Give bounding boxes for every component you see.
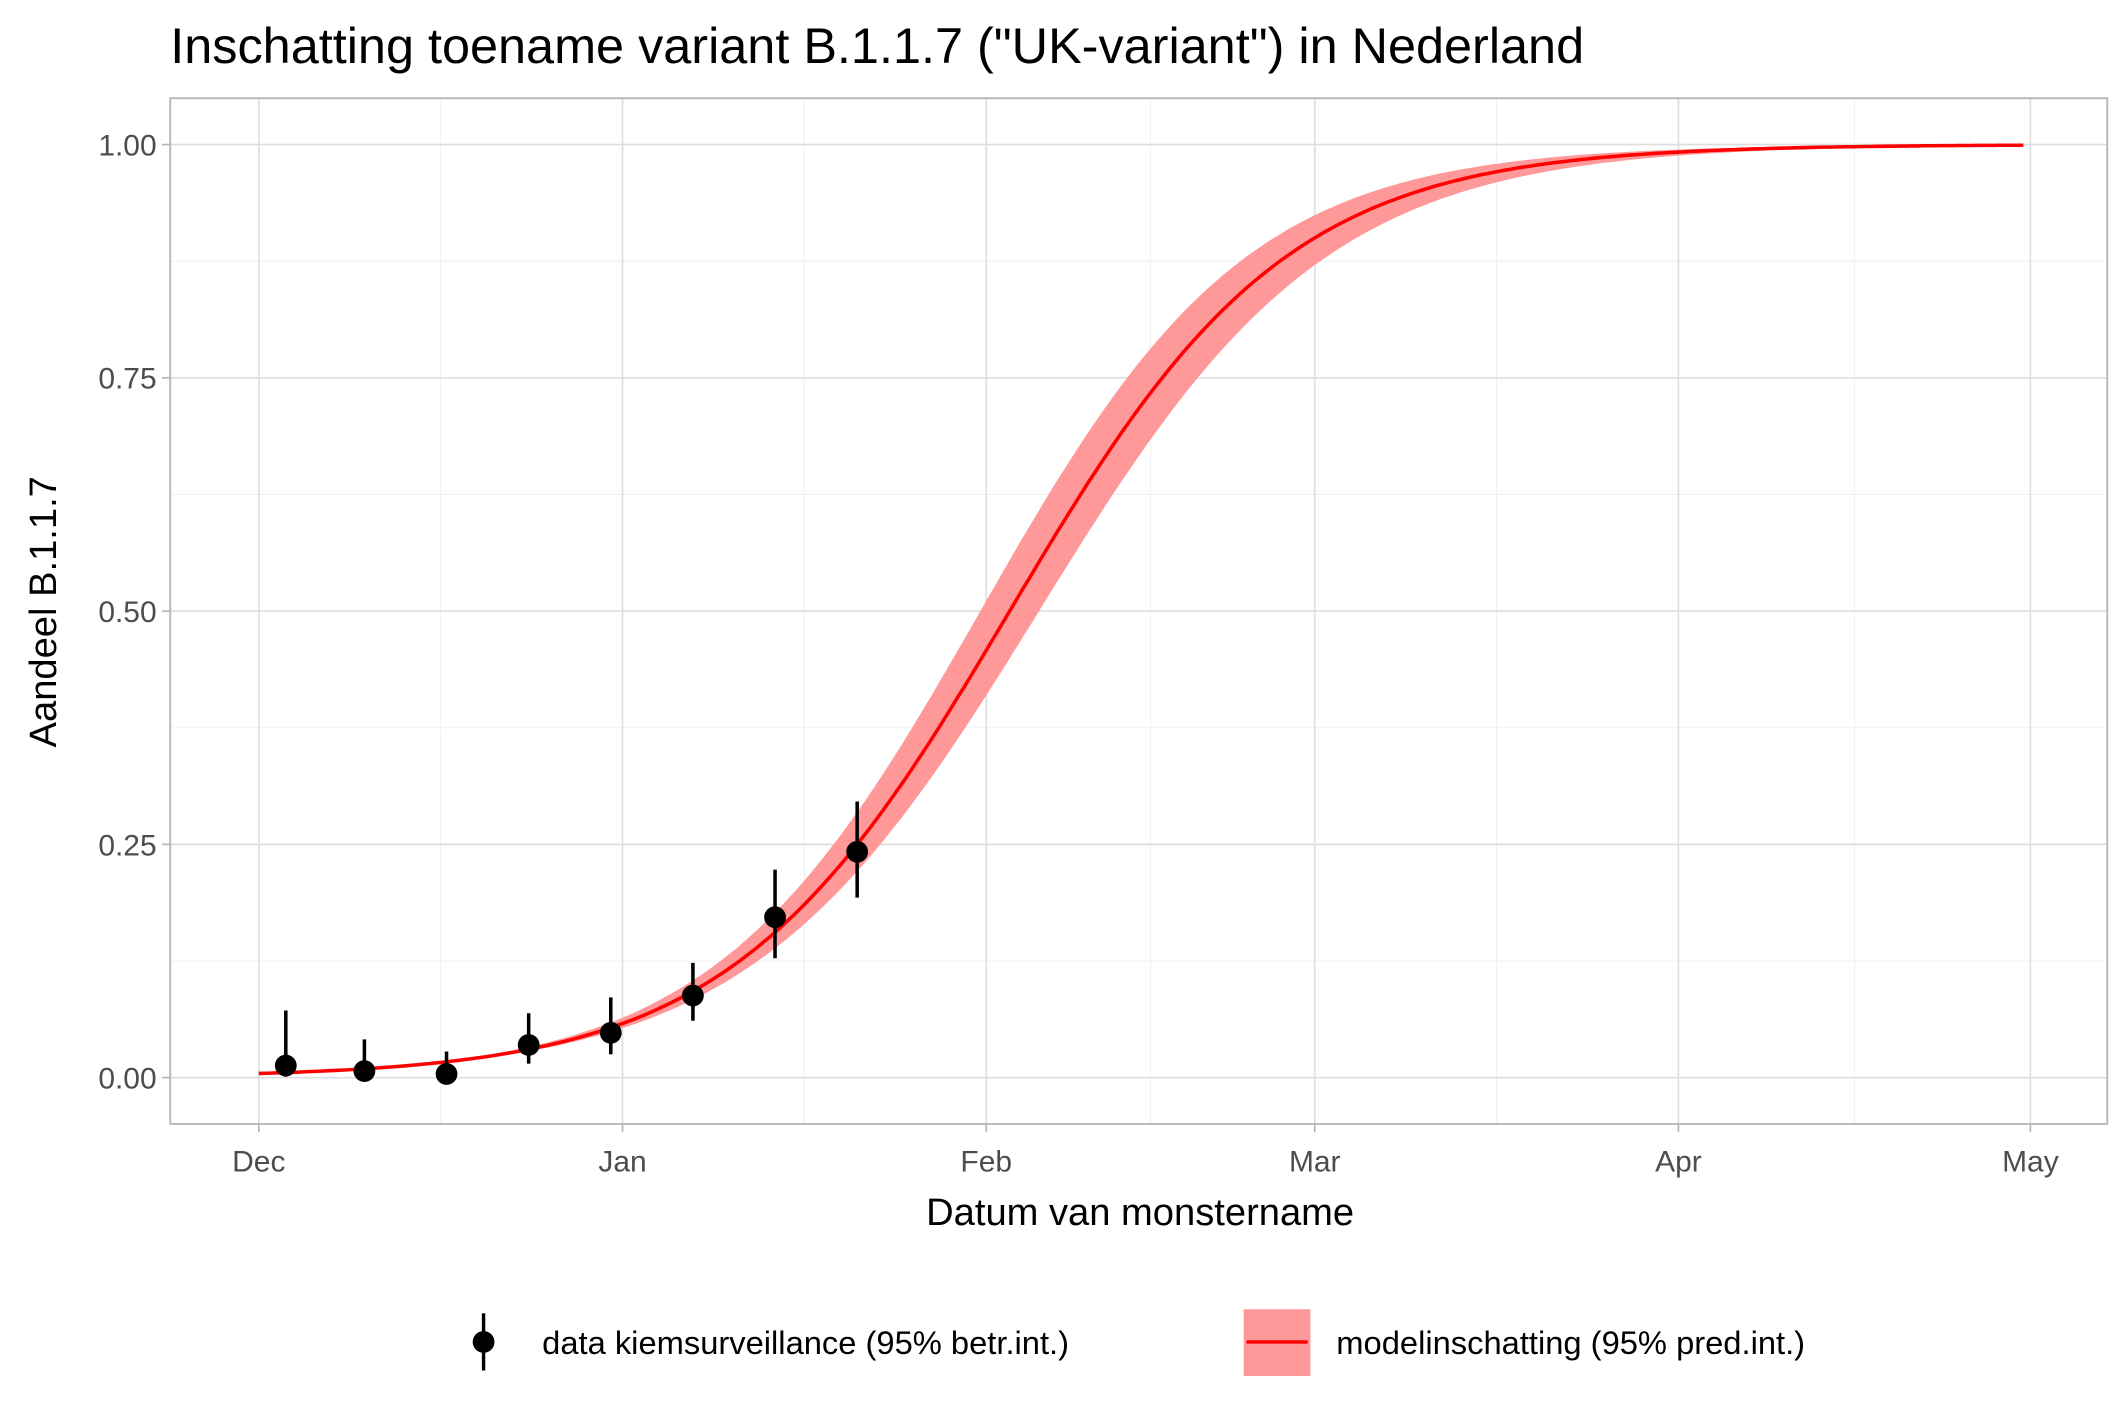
data-point bbox=[599, 1021, 622, 1044]
line-group bbox=[258, 143, 2024, 1076]
x-tick-label: Feb bbox=[960, 1146, 1012, 1179]
legend-label-model: modelinschatting (95% pred.int.) bbox=[1336, 1324, 1805, 1361]
y-axis-title: Aandeel B.1.1.7 bbox=[22, 476, 65, 747]
legend: data kiemsurveillance (95% betr.int.) mo… bbox=[472, 1309, 1805, 1376]
data-point bbox=[274, 1054, 297, 1077]
x-tick-label: Mar bbox=[1289, 1146, 1341, 1179]
x-axis: Dec Jan Feb Mar Apr May bbox=[232, 1123, 2059, 1179]
model-estimate-line bbox=[258, 143, 2024, 1076]
data-point bbox=[435, 1063, 458, 1085]
grid bbox=[170, 98, 2108, 1124]
x-tick-label: Apr bbox=[1655, 1146, 1702, 1179]
x-tick-label: Dec bbox=[232, 1146, 285, 1179]
points-group bbox=[274, 801, 869, 1085]
ribbon-group bbox=[258, 144, 2024, 1074]
y-axis: 0.00 0.25 0.50 0.75 1.00 bbox=[98, 129, 171, 1096]
chart-title: Inschatting toename variant B.1.1.7 ("UK… bbox=[170, 17, 1584, 74]
y-tick-label: 1.00 bbox=[98, 129, 156, 162]
data-point bbox=[517, 1034, 540, 1056]
x-tick-label: May bbox=[2002, 1146, 2059, 1179]
x-axis-title: Datum van monstername bbox=[926, 1191, 1354, 1234]
legend-item-data[interactable]: data kiemsurveillance (95% betr.int.) bbox=[472, 1313, 1069, 1371]
prediction-interval-ribbon bbox=[258, 144, 2024, 1074]
data-point bbox=[764, 906, 786, 929]
x-tick-label: Jan bbox=[598, 1146, 646, 1179]
y-tick-label: 0.75 bbox=[98, 363, 156, 396]
y-tick-label: 0.25 bbox=[98, 829, 156, 862]
legend-label-data: data kiemsurveillance (95% betr.int.) bbox=[542, 1324, 1069, 1361]
data-point bbox=[682, 984, 704, 1007]
data-point bbox=[846, 840, 869, 863]
legend-point-icon bbox=[472, 1331, 495, 1353]
legend-item-model[interactable]: modelinschatting (95% pred.int.) bbox=[1243, 1309, 1805, 1376]
y-tick-label: 0.50 bbox=[98, 596, 156, 629]
data-point bbox=[353, 1060, 376, 1083]
y-tick-label: 0.00 bbox=[98, 1063, 156, 1096]
